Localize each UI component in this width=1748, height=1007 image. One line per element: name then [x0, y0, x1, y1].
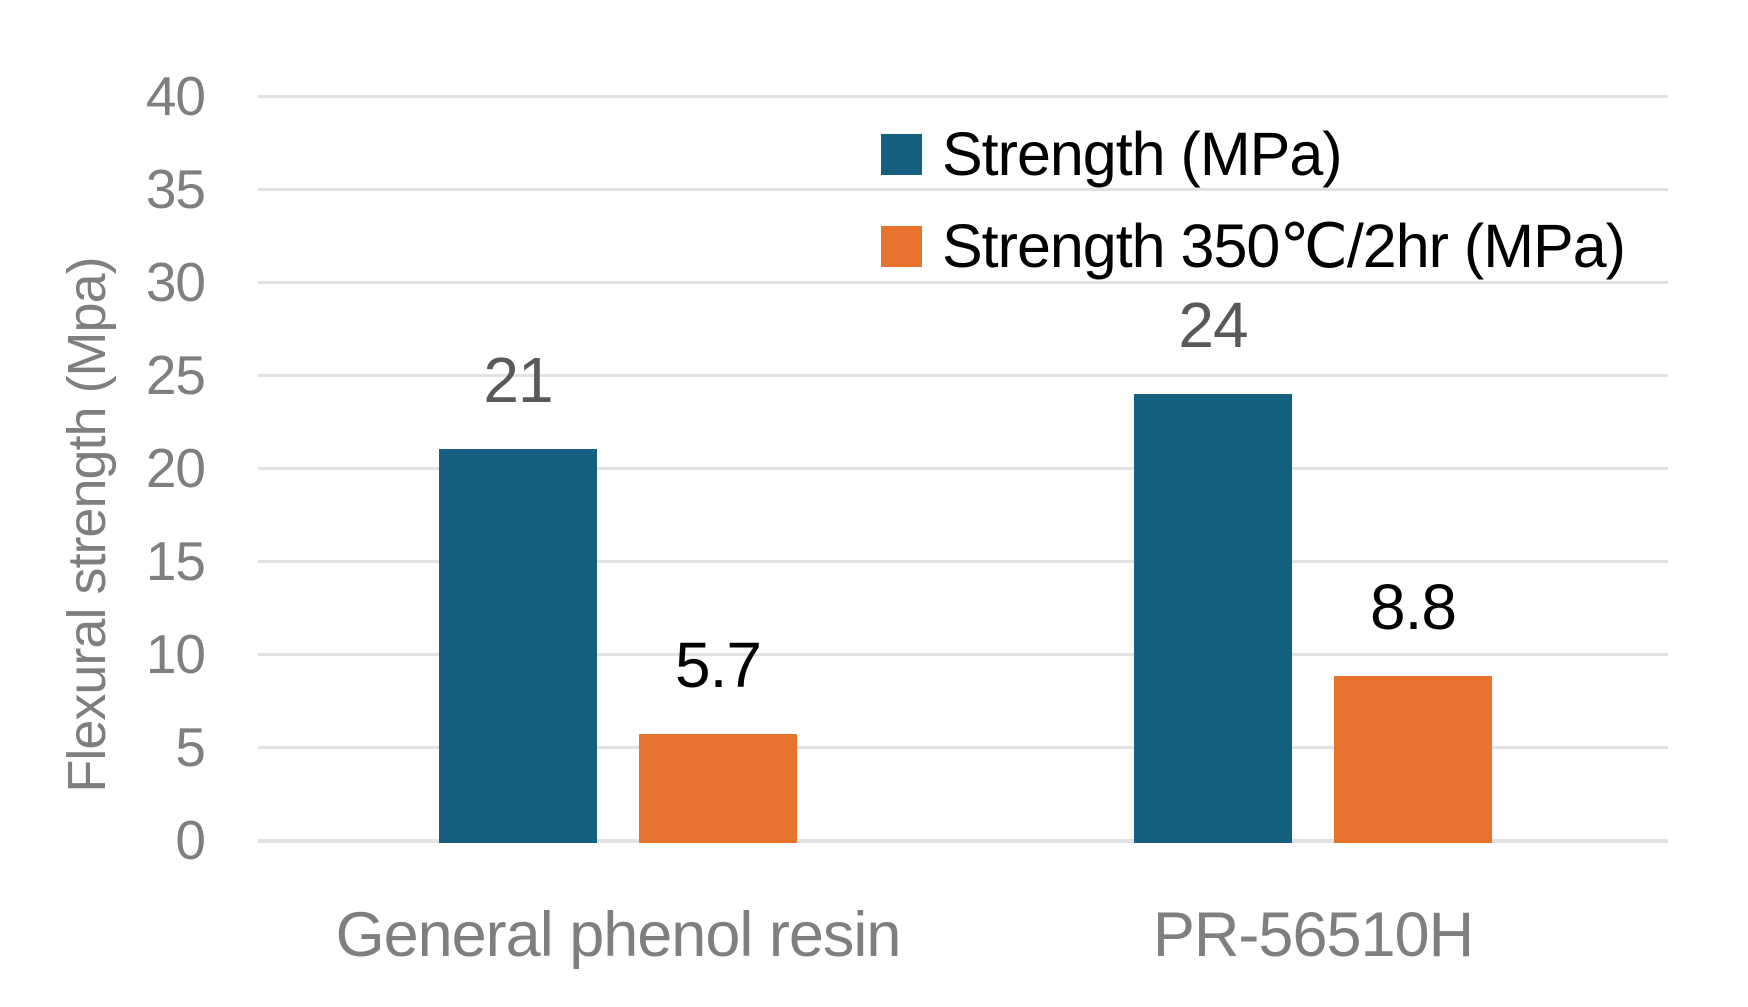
y-tick-label: 30 — [145, 251, 206, 313]
bar — [639, 733, 797, 843]
bar-value-label: 21 — [483, 344, 553, 417]
gridline — [258, 839, 1668, 843]
x-category-label: PR-56510H — [1152, 900, 1474, 970]
y-tick-label: 40 — [145, 65, 206, 127]
legend-item-strength-350c: Strength 350℃/2hr (MPa) — [881, 200, 1626, 292]
gridline — [258, 188, 1668, 191]
y-tick-label: 35 — [145, 158, 206, 220]
bar-value-label: 24 — [1178, 288, 1248, 361]
y-axis-title: Flexural strength (Mpa) — [57, 257, 117, 793]
gridline — [258, 467, 1668, 470]
y-tick-label: 15 — [145, 530, 206, 592]
gridline — [258, 746, 1668, 749]
legend-swatch-strength-350c-icon — [881, 225, 922, 267]
y-tick-label: 10 — [145, 623, 206, 685]
bar-value-label: 5.7 — [675, 628, 762, 701]
bar-value-label: 8.8 — [1370, 571, 1457, 644]
y-tick-label: 0 — [175, 809, 206, 871]
x-category-label: General phenol resin — [335, 900, 902, 970]
legend-label-strength: Strength (MPa) — [942, 119, 1343, 188]
gridline — [258, 560, 1668, 563]
legend: Strength (MPa) Strength 350℃/2hr (MPa) — [881, 108, 1626, 292]
legend-swatch-strength-icon — [881, 133, 922, 175]
gridline — [258, 653, 1668, 656]
y-tick-label: 20 — [145, 437, 206, 499]
legend-item-strength: Strength (MPa) — [881, 108, 1625, 200]
legend-label-strength-350c: Strength 350℃/2hr (MPa) — [942, 211, 1626, 280]
bar — [1334, 676, 1492, 843]
bar — [439, 449, 597, 843]
gridline — [258, 95, 1668, 98]
y-tick-label: 5 — [175, 716, 206, 778]
bar — [1134, 393, 1292, 843]
gridline — [258, 281, 1668, 284]
gridline — [258, 374, 1668, 377]
y-tick-label: 25 — [145, 344, 206, 406]
